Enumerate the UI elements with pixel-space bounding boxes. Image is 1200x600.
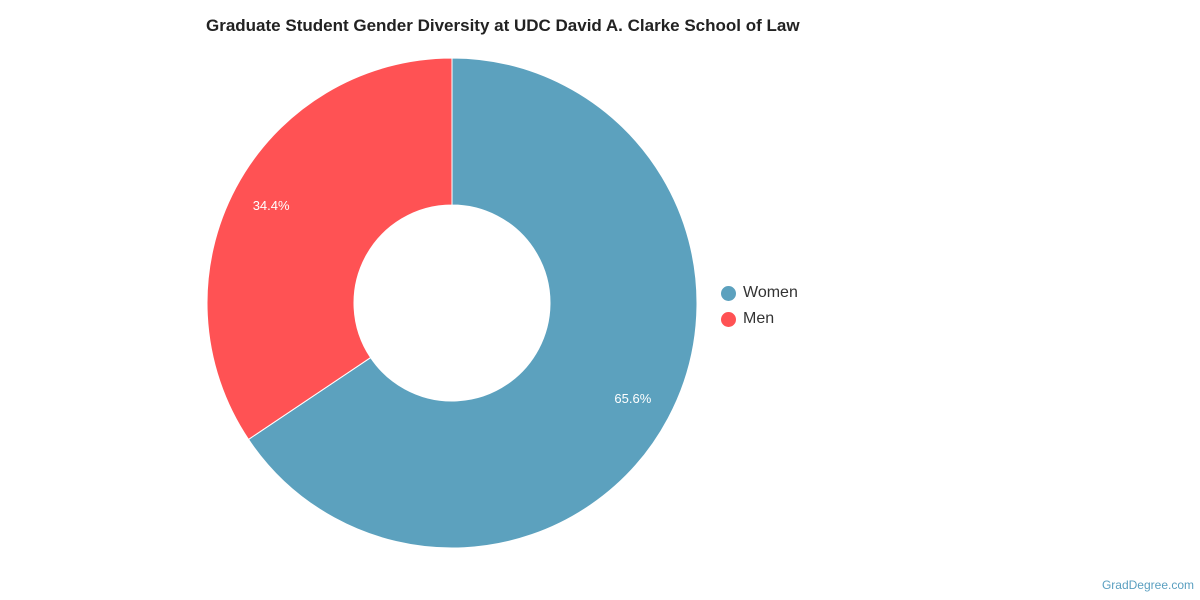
donut-slices: [206, 57, 698, 549]
slice-label-men: 34.4%: [253, 198, 290, 213]
legend-item-men[interactable]: Men: [721, 306, 798, 332]
legend-label: Women: [743, 284, 798, 301]
chart-legend: Women Men: [721, 280, 798, 332]
legend-swatch-icon: [721, 285, 736, 301]
legend-item-women[interactable]: Women: [721, 280, 798, 306]
donut-slice-labels: 65.6% 34.4%: [253, 198, 652, 406]
legend-swatch-icon: [721, 311, 736, 327]
donut-slice-women: [247, 57, 698, 549]
donut-slice-men: [206, 57, 453, 441]
chart-title: Graduate Student Gender Diversity at UDC…: [206, 16, 800, 35]
legend-label: Men: [743, 310, 775, 327]
slice-label-women: 65.6%: [614, 391, 651, 406]
watermark: GradDegree.com: [1101, 578, 1194, 592]
